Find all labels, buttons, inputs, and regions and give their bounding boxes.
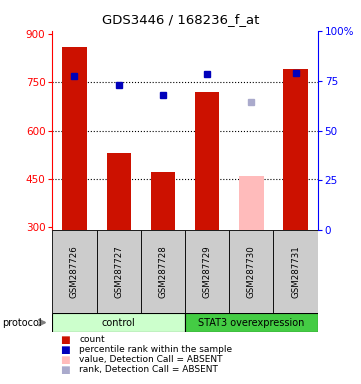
Text: count: count — [79, 335, 105, 344]
Text: GSM287727: GSM287727 — [114, 245, 123, 298]
Text: value, Detection Call = ABSENT: value, Detection Call = ABSENT — [79, 355, 223, 364]
Text: rank, Detection Call = ABSENT: rank, Detection Call = ABSENT — [79, 365, 218, 374]
Text: GSM287730: GSM287730 — [247, 245, 256, 298]
Text: GDS3446 / 168236_f_at: GDS3446 / 168236_f_at — [102, 13, 259, 26]
Text: protocol: protocol — [2, 318, 42, 328]
Bar — [106, 153, 131, 230]
Text: control: control — [102, 318, 135, 328]
Text: STAT3 overexpression: STAT3 overexpression — [198, 318, 305, 328]
Bar — [141, 230, 185, 313]
Text: GSM287729: GSM287729 — [203, 245, 212, 298]
Bar — [97, 230, 141, 313]
Text: GSM287731: GSM287731 — [291, 245, 300, 298]
Bar — [185, 230, 229, 313]
Bar — [283, 70, 308, 230]
Text: GSM287726: GSM287726 — [70, 245, 79, 298]
Bar — [195, 92, 219, 230]
Bar — [274, 230, 318, 313]
Bar — [185, 313, 318, 332]
Text: ■: ■ — [60, 335, 69, 345]
Text: ■: ■ — [60, 355, 69, 365]
Bar — [52, 313, 185, 332]
Bar — [229, 230, 274, 313]
Bar — [62, 47, 87, 230]
Text: percentile rank within the sample: percentile rank within the sample — [79, 345, 232, 354]
Bar — [52, 230, 97, 313]
Text: ■: ■ — [60, 345, 69, 355]
Bar — [239, 175, 264, 230]
Bar — [151, 172, 175, 230]
Text: ■: ■ — [60, 365, 69, 375]
Text: GSM287728: GSM287728 — [158, 245, 168, 298]
